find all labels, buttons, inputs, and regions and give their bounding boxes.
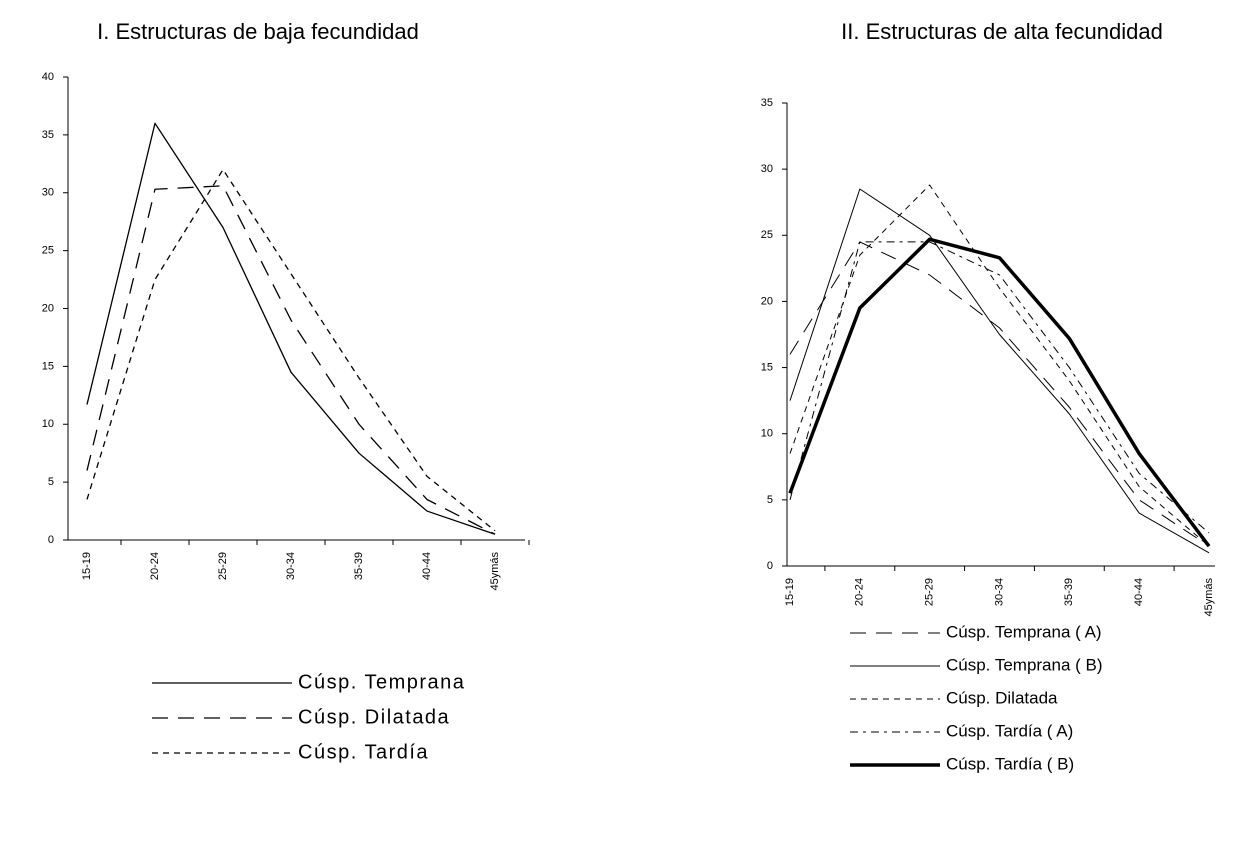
series-line	[86, 168, 496, 532]
y-tick-label: 15	[761, 361, 773, 373]
y-tick-label: 25	[761, 229, 773, 241]
x-tick-label: 40-44	[1133, 578, 1145, 606]
y-tick-label: 15	[42, 360, 54, 372]
y-tick-label: 10	[42, 418, 54, 430]
x-tick-label: 15-19	[784, 578, 796, 606]
series-line	[788, 237, 1211, 548]
x-tick-label: 30-34	[285, 552, 297, 580]
legend-label: Cúsp. Tardía	[298, 741, 429, 763]
series-line	[86, 122, 496, 535]
y-tick-label: 30	[42, 187, 54, 199]
legend-label: Cúsp. Dilatada	[298, 706, 450, 728]
x-tick-label: 45ymás	[1203, 578, 1215, 617]
legend-label: Cúsp. Temprana ( B)	[946, 655, 1103, 674]
y-tick-label: 35	[761, 97, 773, 109]
x-tick-label: 15-19	[81, 552, 93, 580]
y-tick-label: 20	[42, 302, 54, 314]
y-tick-label: 35	[42, 129, 54, 141]
x-tick-label: 20-24	[854, 578, 866, 606]
y-tick-label: 0	[48, 534, 54, 546]
series-line	[789, 241, 1210, 534]
x-tick-label: 35-39	[1063, 578, 1075, 606]
y-tick-label: 10	[761, 428, 773, 440]
x-tick-label: 20-24	[149, 552, 161, 580]
x-tick-label: 25-29	[924, 578, 936, 606]
legend-label: Cúsp. Dilatada	[946, 688, 1058, 707]
chart-title: II. Estructuras de alta fecundidad	[841, 19, 1163, 44]
y-tick-label: 5	[48, 476, 54, 488]
y-tick-label: 40	[42, 71, 54, 83]
y-tick-label: 20	[761, 295, 773, 307]
x-tick-label: 30-34	[993, 578, 1005, 606]
legend-label: Cúsp. Temprana	[298, 671, 465, 693]
legend-label: Cúsp. Tardía ( A)	[946, 721, 1073, 740]
x-tick-label: 45ymás	[489, 552, 501, 591]
chart-title: I. Estructuras de baja fecundidad	[97, 19, 419, 44]
y-tick-label: 25	[42, 245, 54, 257]
legend-label: Cúsp. Temprana ( A)	[946, 622, 1102, 641]
series-line	[789, 188, 1210, 554]
x-tick-label: 35-39	[353, 552, 365, 580]
y-tick-label: 5	[767, 494, 773, 506]
y-tick-label: 30	[761, 163, 773, 175]
series-line	[86, 185, 496, 535]
y-tick-label: 0	[767, 560, 773, 572]
x-tick-label: 25-29	[217, 552, 229, 580]
x-tick-label: 40-44	[421, 552, 433, 580]
legend-label: Cúsp. Tardía ( B)	[946, 754, 1074, 773]
series-line	[789, 184, 1210, 547]
